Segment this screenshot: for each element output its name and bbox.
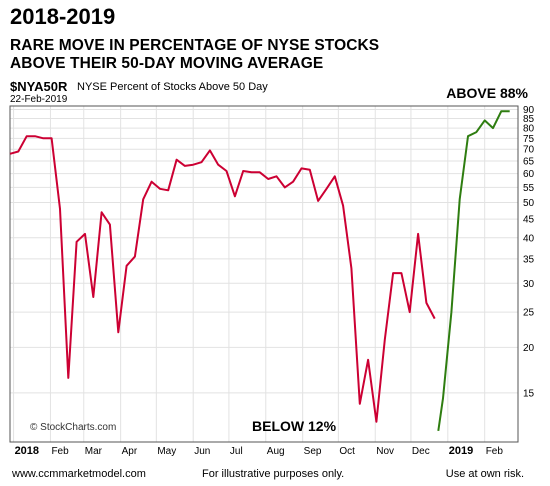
x-tick-label: Jul [230,446,243,457]
x-tick-label: Mar [85,446,103,457]
rise-series-line [437,110,510,432]
x-axis-ticks: 2018 Feb Mar Apr May Jun Jul Aug Sep Oct Nov Dec 201… [15,445,504,457]
plot-frame [9,105,519,443]
grid [10,106,518,442]
x-tick-label: Aug [267,446,285,457]
y-tick-label: 30 [523,279,535,290]
y-tick-label: 20 [523,343,535,354]
y-tick-label: 85 [523,114,535,125]
y-tick-label: 55 [523,183,535,194]
footer-disclaimer: For illustrative purposes only. [202,468,345,480]
above-annotation: ABOVE 88% [446,85,528,101]
x-tick-label: Sep [304,446,322,457]
y-tick-label: 90 [523,105,535,116]
x-tick-label: Nov [376,446,394,457]
y-tick-label: 80 [523,124,535,135]
x-tick-label: Apr [122,446,138,457]
x-tick-label: May [157,446,176,457]
y-tick-label: 25 [523,308,535,319]
y-tick-label: 65 [523,156,535,167]
chart-date: 22-Feb-2019 [10,94,68,105]
x-tick-label: Feb [51,446,69,457]
y-tick-label: 50 [523,198,535,209]
y-tick-label: 15 [523,388,535,399]
x-tick-label: Dec [412,446,430,457]
chart-description: NYSE Percent of Stocks Above 50 Day [77,81,268,93]
subtitle-line-2: ABOVE THEIR 50-DAY MOVING AVERAGE [10,55,324,72]
y-tick-label: 60 [523,169,535,180]
y-tick-label: 75 [523,134,535,145]
headline: 2018-2019 [10,4,116,29]
y-tick-label: 35 [523,254,535,265]
copyright-label: © StockCharts.com [30,422,116,433]
decline-series-line [9,135,436,423]
x-tick-label: 2018 [15,445,39,457]
x-tick-label: Jun [194,446,210,457]
y-tick-label: 45 [523,215,535,226]
subtitle-line-1: RARE MOVE IN PERCENTAGE OF NYSE STOCKS [10,37,380,54]
below-annotation: BELOW 12% [252,418,337,434]
x-tick-label: Feb [486,446,504,457]
y-tick-label: 40 [523,233,535,244]
y-tick-label: 70 [523,145,535,156]
x-tick-label: 2019 [449,445,473,457]
footer-risk: Use at own risk. [445,468,524,480]
footer-website: www.ccmmarketmodel.com [12,468,146,480]
x-tick-label: Oct [339,446,355,457]
ticker-symbol: $NYA50R [10,79,68,94]
series-lines [9,110,510,432]
